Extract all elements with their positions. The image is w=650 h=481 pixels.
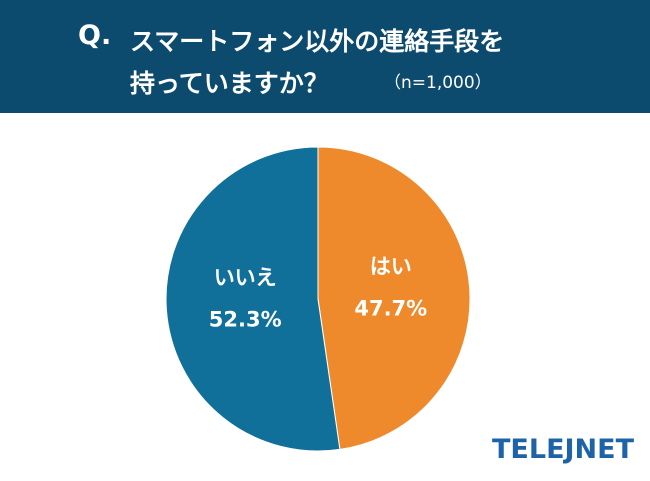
pie-slice-0 (317, 146, 471, 450)
question-text-line1: スマートフォン以外の連絡手段を (130, 27, 505, 56)
pie-chart: はい 47.7% いいえ 52.3% (165, 146, 471, 452)
slice-label-1: いいえ (214, 265, 277, 289)
slice-value-1: 52.3% (209, 307, 282, 331)
slice-value-0: 47.7% (354, 297, 427, 321)
telenet-logo: TELEJNET (492, 434, 635, 465)
pie-slices (165, 146, 471, 452)
pie-slice-1 (165, 146, 341, 452)
slice-label-0: はい (370, 255, 412, 279)
question-header: Q. スマートフォン以外の連絡手段を 持っていますか？ （n=1,000） (0, 0, 650, 113)
question-text-line2: 持っていますか？ (130, 69, 329, 98)
question-mark: Q. (78, 20, 112, 51)
sample-size: （n=1,000） (384, 73, 492, 93)
pie-labels: はい 47.7% いいえ 52.3% (209, 255, 427, 332)
